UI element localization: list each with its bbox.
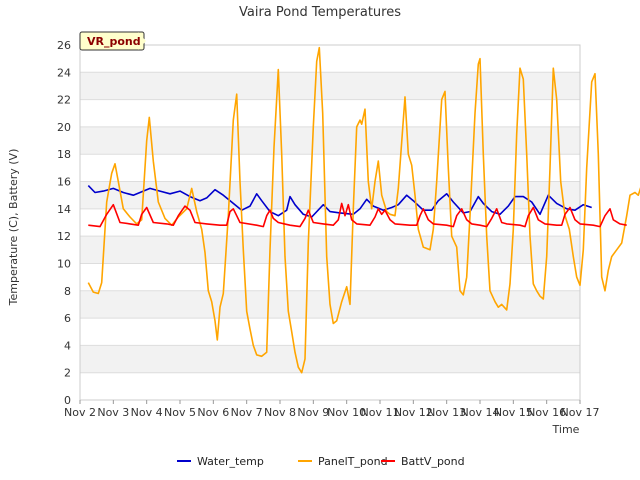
y-tick-label: 14 — [57, 203, 71, 216]
x-tick-label: Nov 16 — [527, 406, 566, 419]
x-axis-ticks: Nov 2 Nov 3 Nov 4 Nov 5 Nov 6 Nov 7 Nov 8 Nov 9… — [64, 400, 599, 419]
site-tag-label: VR_pond — [87, 35, 141, 48]
grid-bands — [80, 72, 580, 373]
y-tick-label: 6 — [64, 312, 71, 325]
x-tick-label: Nov 14 — [461, 406, 500, 419]
y-tick-label: 18 — [57, 148, 71, 161]
x-tick-label: Nov 17 — [561, 406, 600, 419]
legend-label: PanelT_pond — [318, 455, 388, 468]
x-tick-label: Nov 9 — [297, 406, 329, 419]
plot-frame — [79, 44, 581, 401]
x-tick-label: Nov 3 — [97, 406, 129, 419]
x-tick-label: Nov 12 — [394, 406, 433, 419]
grid-band — [80, 236, 580, 264]
legend: Water_temp PanelT_pond BattV_pond — [177, 455, 465, 468]
y-axis-label: Temperature (C), Battery (V) — [7, 149, 20, 307]
chart-title: Vaira Pond Temperatures — [239, 5, 401, 20]
y-tick-label: 12 — [57, 230, 71, 243]
x-tick-label: Nov 6 — [197, 406, 229, 419]
y-tick-label: 8 — [64, 285, 71, 298]
y-tick-label: 0 — [64, 394, 71, 407]
x-axis-label: Time — [552, 423, 580, 436]
series-line-panelt-pond — [87, 46, 640, 374]
x-tick-label: Nov 7 — [231, 406, 263, 419]
y-tick-label: 4 — [64, 339, 71, 352]
site-tag: VR_pond — [79, 31, 146, 51]
grid-band — [80, 345, 580, 373]
x-tick-label: Nov 11 — [361, 406, 400, 419]
grid-band — [80, 126, 580, 155]
y-tick-label: 24 — [57, 66, 71, 79]
series-line-water-temp — [87, 185, 592, 218]
x-tick-label: Nov 15 — [494, 406, 533, 419]
grid-band — [80, 181, 580, 209]
x-tick-label: Nov 8 — [264, 406, 296, 419]
y-tick-label: 2 — [64, 367, 71, 380]
grid-band — [80, 72, 580, 100]
y-tick-label: 20 — [57, 121, 71, 134]
legend-label: Water_temp — [197, 455, 264, 468]
legend-label: BattV_pond — [401, 455, 465, 468]
y-tick-label: 26 — [57, 39, 71, 52]
series-line-battv-pond — [88, 202, 627, 228]
x-tick-label: Nov 13 — [427, 406, 466, 419]
x-tick-label: Nov 4 — [131, 406, 163, 419]
y-tick-label: 16 — [57, 176, 71, 189]
x-tick-label: Nov 10 — [327, 406, 366, 419]
x-tick-label: Nov 2 — [64, 406, 96, 419]
x-tick-label: Nov 5 — [164, 406, 196, 419]
y-tick-label: 22 — [57, 94, 71, 107]
y-tick-label: 10 — [57, 257, 71, 270]
series-lines — [87, 46, 640, 374]
